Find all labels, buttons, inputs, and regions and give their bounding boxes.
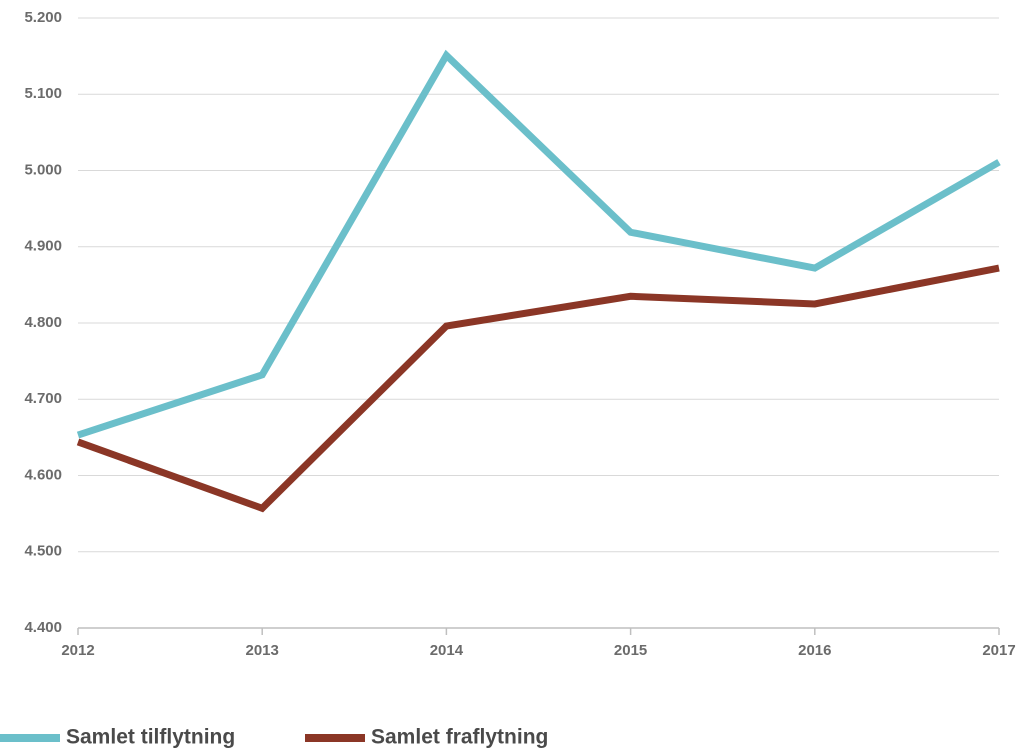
x-tick-label: 2017 bbox=[982, 642, 1015, 659]
x-tick-label: 2016 bbox=[798, 642, 831, 659]
y-tick-label: 4.500 bbox=[24, 543, 62, 560]
y-tick-label: 5.100 bbox=[24, 85, 62, 102]
x-tick-label: 2015 bbox=[614, 642, 647, 659]
x-tick-label: 2012 bbox=[61, 642, 94, 659]
y-tick-label: 4.900 bbox=[24, 238, 62, 255]
y-tick-label: 5.000 bbox=[24, 161, 62, 178]
series-line bbox=[76, 49, 1001, 439]
series-line bbox=[76, 264, 1000, 513]
legend-label: Samlet tilflytning bbox=[66, 726, 235, 749]
y-tick-label: 4.700 bbox=[24, 390, 62, 407]
y-tick-label: 4.400 bbox=[24, 619, 62, 636]
y-tick-label: 5.200 bbox=[24, 9, 62, 26]
legend-label: Samlet fraflytning bbox=[371, 726, 548, 749]
x-tick-label: 2014 bbox=[430, 642, 464, 659]
x-tick-label: 2013 bbox=[246, 642, 279, 659]
y-tick-label: 4.600 bbox=[24, 466, 62, 483]
y-tick-label: 4.800 bbox=[24, 314, 62, 331]
